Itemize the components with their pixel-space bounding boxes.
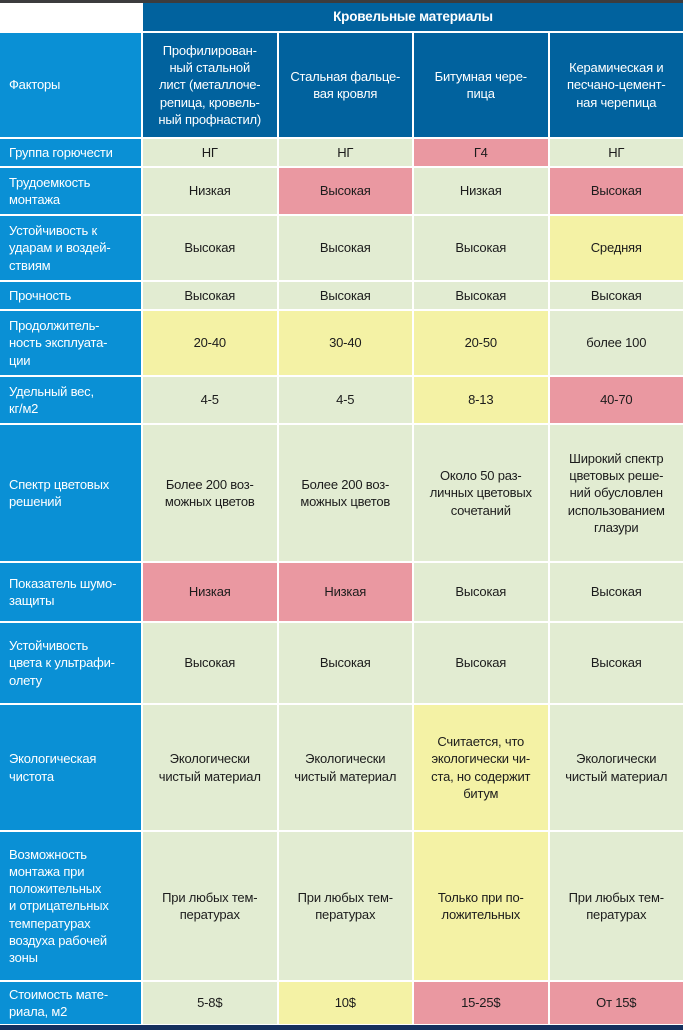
value-cell: Высокая (278, 282, 412, 309)
factor-strength: Прочность (0, 282, 141, 309)
value-cell: Г4 (414, 139, 548, 166)
column-header-seam-roof: Стальная фальце- вая кровля (278, 33, 412, 137)
value-cell: Около 50 раз- личных цветовых сочетаний (414, 425, 548, 561)
factor-specific-weight: Удельный вес, кг/м2 (0, 377, 141, 423)
value-cell: Высокая (278, 216, 412, 280)
value-cell: Низкая (278, 563, 412, 621)
value-cell: 4-5 (278, 377, 412, 423)
value-cell: Считается, что экологически чи- ста, но … (414, 705, 548, 830)
value-cell: 15-25$ (414, 982, 548, 1024)
value-cell: От 15$ (549, 982, 683, 1024)
value-cell: Высокая (549, 168, 683, 214)
value-cell: Средняя (549, 216, 683, 280)
factor-installation-temperature: Возможность монтажа при положительных и … (0, 832, 141, 980)
value-cell: Экологически чистый материал (549, 705, 683, 830)
value-cell: 10$ (278, 982, 412, 1024)
factors-column-header: Факторы (0, 33, 141, 137)
value-cell: Высокая (278, 623, 412, 703)
column-header-profiled-steel: Профилирован- ный стальной лист (металло… (143, 33, 277, 137)
value-cell: Высокая (414, 282, 548, 309)
value-cell: Более 200 воз- можных цветов (278, 425, 412, 561)
column-header-ceramic-tile: Керамическая и песчано-цемент- ная череп… (549, 33, 683, 137)
value-cell: 30-40 (278, 311, 412, 375)
factor-installation-labor: Трудоемкость монтажа (0, 168, 141, 214)
column-header-bitumen-shingles: Битумная чере- пица (414, 33, 548, 137)
value-cell: Высокая (414, 216, 548, 280)
value-cell: Высокая (414, 563, 548, 621)
value-cell: 40-70 (549, 377, 683, 423)
factor-material-cost: Стоимость мате- риала, м2 (0, 982, 141, 1024)
value-cell: Высокая (549, 282, 683, 309)
value-cell: 8-13 (414, 377, 548, 423)
value-cell: Высокая (278, 168, 412, 214)
value-cell: При любых тем- пературах (549, 832, 683, 980)
factor-noise-protection: Показатель шумо- защиты (0, 563, 141, 621)
value-cell: более 100 (549, 311, 683, 375)
value-cell: Высокая (143, 216, 277, 280)
value-cell: 5-8$ (143, 982, 277, 1024)
value-cell: Высокая (549, 623, 683, 703)
value-cell: НГ (278, 139, 412, 166)
factor-service-life: Продолжитель- ность эксплуата- ции (0, 311, 141, 375)
value-cell: НГ (143, 139, 277, 166)
factor-flammability: Группа горючести (0, 139, 141, 166)
value-cell: При любых тем- пературах (278, 832, 412, 980)
factor-color-range: Спектр цветовых решений (0, 425, 141, 561)
value-cell: 20-40 (143, 311, 277, 375)
factor-impact-resistance: Устойчивость к ударам и воздей- ствиям (0, 216, 141, 280)
bottom-border (0, 1025, 683, 1030)
value-cell: Экологически чистый материал (143, 705, 277, 830)
value-cell: Низкая (414, 168, 548, 214)
value-cell: Высокая (143, 623, 277, 703)
value-cell: НГ (549, 139, 683, 166)
value-cell: Низкая (143, 563, 277, 621)
value-cell: При любых тем- пературах (143, 832, 277, 980)
value-cell: Только при по- ложительных (414, 832, 548, 980)
value-cell: 4-5 (143, 377, 277, 423)
value-cell: Низкая (143, 168, 277, 214)
roofing-materials-table: Кровельные материалы Факторы Профилирова… (0, 3, 683, 1024)
value-cell: Высокая (414, 623, 548, 703)
value-cell: Более 200 воз- можных цветов (143, 425, 277, 561)
top-border (0, 0, 683, 3)
value-cell: Экологически чистый материал (278, 705, 412, 830)
value-cell: 20-50 (414, 311, 548, 375)
corner-spacer (0, 3, 141, 31)
value-cell: Широкий спектр цветовых реше- ний обусло… (549, 425, 683, 561)
table-title: Кровельные материалы (143, 3, 683, 31)
value-cell: Высокая (549, 563, 683, 621)
factor-ecological-purity: Экологическая чистота (0, 705, 141, 830)
factor-uv-resistance: Устойчивость цвета к ультрафи- олету (0, 623, 141, 703)
value-cell: Высокая (143, 282, 277, 309)
